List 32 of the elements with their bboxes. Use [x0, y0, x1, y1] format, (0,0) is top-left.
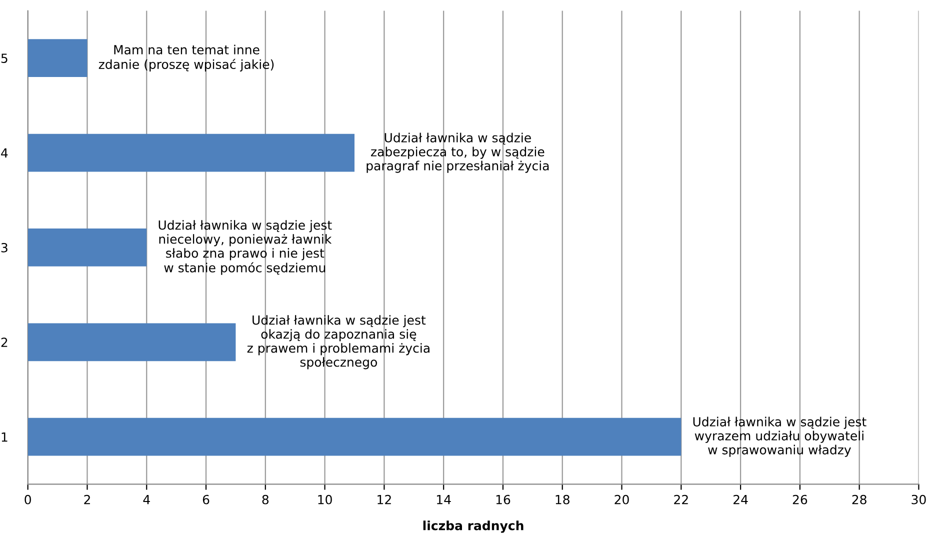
- bar: [28, 228, 147, 266]
- x-tick-label: 0: [24, 494, 31, 504]
- y-tick-label: 5: [1, 54, 8, 64]
- x-axis-title: liczba radnych: [423, 520, 524, 533]
- x-tick-label: 18: [556, 494, 570, 504]
- x-tick-label: 26: [792, 494, 808, 504]
- annotation: Udział ławnika w sądzie jest niecelowy, ponieważ ławnik słabo zna prawo i nie jest w stanie pomóc sędziemu: [158, 220, 332, 275]
- x-tick-label: 16: [496, 494, 510, 504]
- y-tick-label: 3: [1, 242, 8, 252]
- annotation: Udział ławnika w sądzie jest wyrazem udziału obywateli w sprawowaniu władzy: [693, 416, 866, 457]
- x-tick-label: 14: [437, 495, 451, 504]
- annotation: Udział ławnika w sądzie jest okazją do zapoznania się z prawem i problemami życia społecznego: [247, 315, 430, 370]
- x-tick-label: 4: [143, 495, 150, 504]
- x-tick-label: 20: [614, 494, 629, 504]
- y-tick-label: 1: [2, 432, 8, 442]
- y-tick-label: 4: [1, 148, 8, 158]
- x-tick-label: 12: [378, 494, 391, 504]
- x-tick-label: 28: [852, 494, 866, 504]
- bar: [28, 134, 354, 172]
- bar: [28, 418, 682, 456]
- x-tick-label: 6: [202, 494, 210, 504]
- x-tick-label: 30: [912, 494, 926, 504]
- y-tick-label: 2: [1, 338, 8, 347]
- x-tick-label: 10: [318, 494, 332, 504]
- x-tick-label: 24: [734, 494, 748, 504]
- bar: [28, 323, 236, 362]
- annotation: Mam na ten temat inne zdanie (proszę wpisać jakie): [98, 44, 274, 72]
- x-tick-label: 2: [84, 494, 90, 504]
- annotation: Udział ławnika w sądzie zabezpiecza to, by w sądzie paragraf nie przesłaniał życia: [366, 132, 549, 173]
- x-tick-label: 8: [262, 494, 269, 504]
- bar: [28, 39, 88, 78]
- x-tick-label: 22: [674, 494, 688, 504]
